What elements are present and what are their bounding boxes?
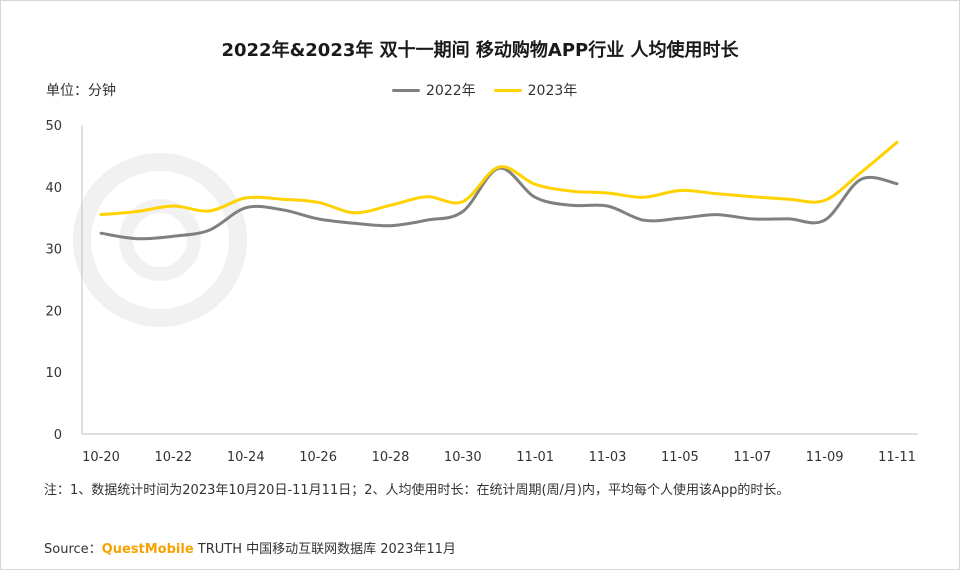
source-prefix: Source： (44, 542, 102, 557)
source-brand: QuestMobile (101, 542, 194, 557)
legend: 2022年 2023年 (392, 80, 577, 100)
watermark-logo: QUEST MOBILE (73, 153, 817, 327)
x-tick-label: 11-01 (516, 450, 554, 465)
y-tick-label: 20 (45, 304, 62, 319)
x-tick-label: 11-05 (661, 450, 699, 465)
legend-item-2023: 2023年 (493, 80, 578, 100)
x-tick-label: 11-09 (806, 450, 844, 465)
legend-swatch-2023 (493, 88, 522, 92)
y-tick-label: 50 (45, 119, 62, 134)
source-suffix: TRUTH 中国移动互联网数据库 2023年11月 (197, 542, 456, 557)
axes: 0 10 20 30 40 50 10-20 10-22 10-24 10-26 10-28 10-3… (45, 119, 918, 465)
x-tick-label: 11-07 (733, 450, 771, 465)
legend-swatch-2022 (392, 88, 420, 92)
legend-label-2023: 2023年 (527, 83, 578, 99)
unit-label: 单位：分钟 (46, 83, 116, 99)
source-line: Source：QuestMobile TRUTH 中国移动互联网数据库 2023… (44, 538, 456, 557)
x-tick-label: 10-20 (82, 450, 120, 465)
x-tick-label: 10-22 (154, 450, 192, 465)
legend-label-2022: 2022年 (426, 83, 476, 99)
x-tick-label: 10-28 (372, 450, 410, 465)
footnote: 注：1、数据统计时间为2023年10月20日-11月11日；2、人均使用时长：在… (44, 483, 790, 498)
y-tick-label: 10 (45, 366, 62, 381)
series-line-2023 (99, 140, 899, 217)
x-tick-label: 11-03 (589, 450, 627, 465)
x-tick-label: 10-26 (299, 450, 337, 465)
x-tick-label: 10-24 (227, 450, 265, 465)
y-tick-label: 30 (45, 243, 62, 258)
x-tick-label: 10-30 (444, 450, 482, 465)
chart-title: 2022年&2023年 双十一期间 移动购物APP行业 人均使用时长 (221, 40, 739, 61)
y-tick-label: 0 (54, 428, 62, 443)
series-layer (99, 140, 899, 241)
watermark-text: QUEST MOBILE (282, 228, 817, 296)
legend-item-2022: 2022年 (392, 80, 476, 100)
x-tick-label: 11-11 (878, 450, 916, 465)
y-tick-label: 40 (45, 181, 62, 196)
